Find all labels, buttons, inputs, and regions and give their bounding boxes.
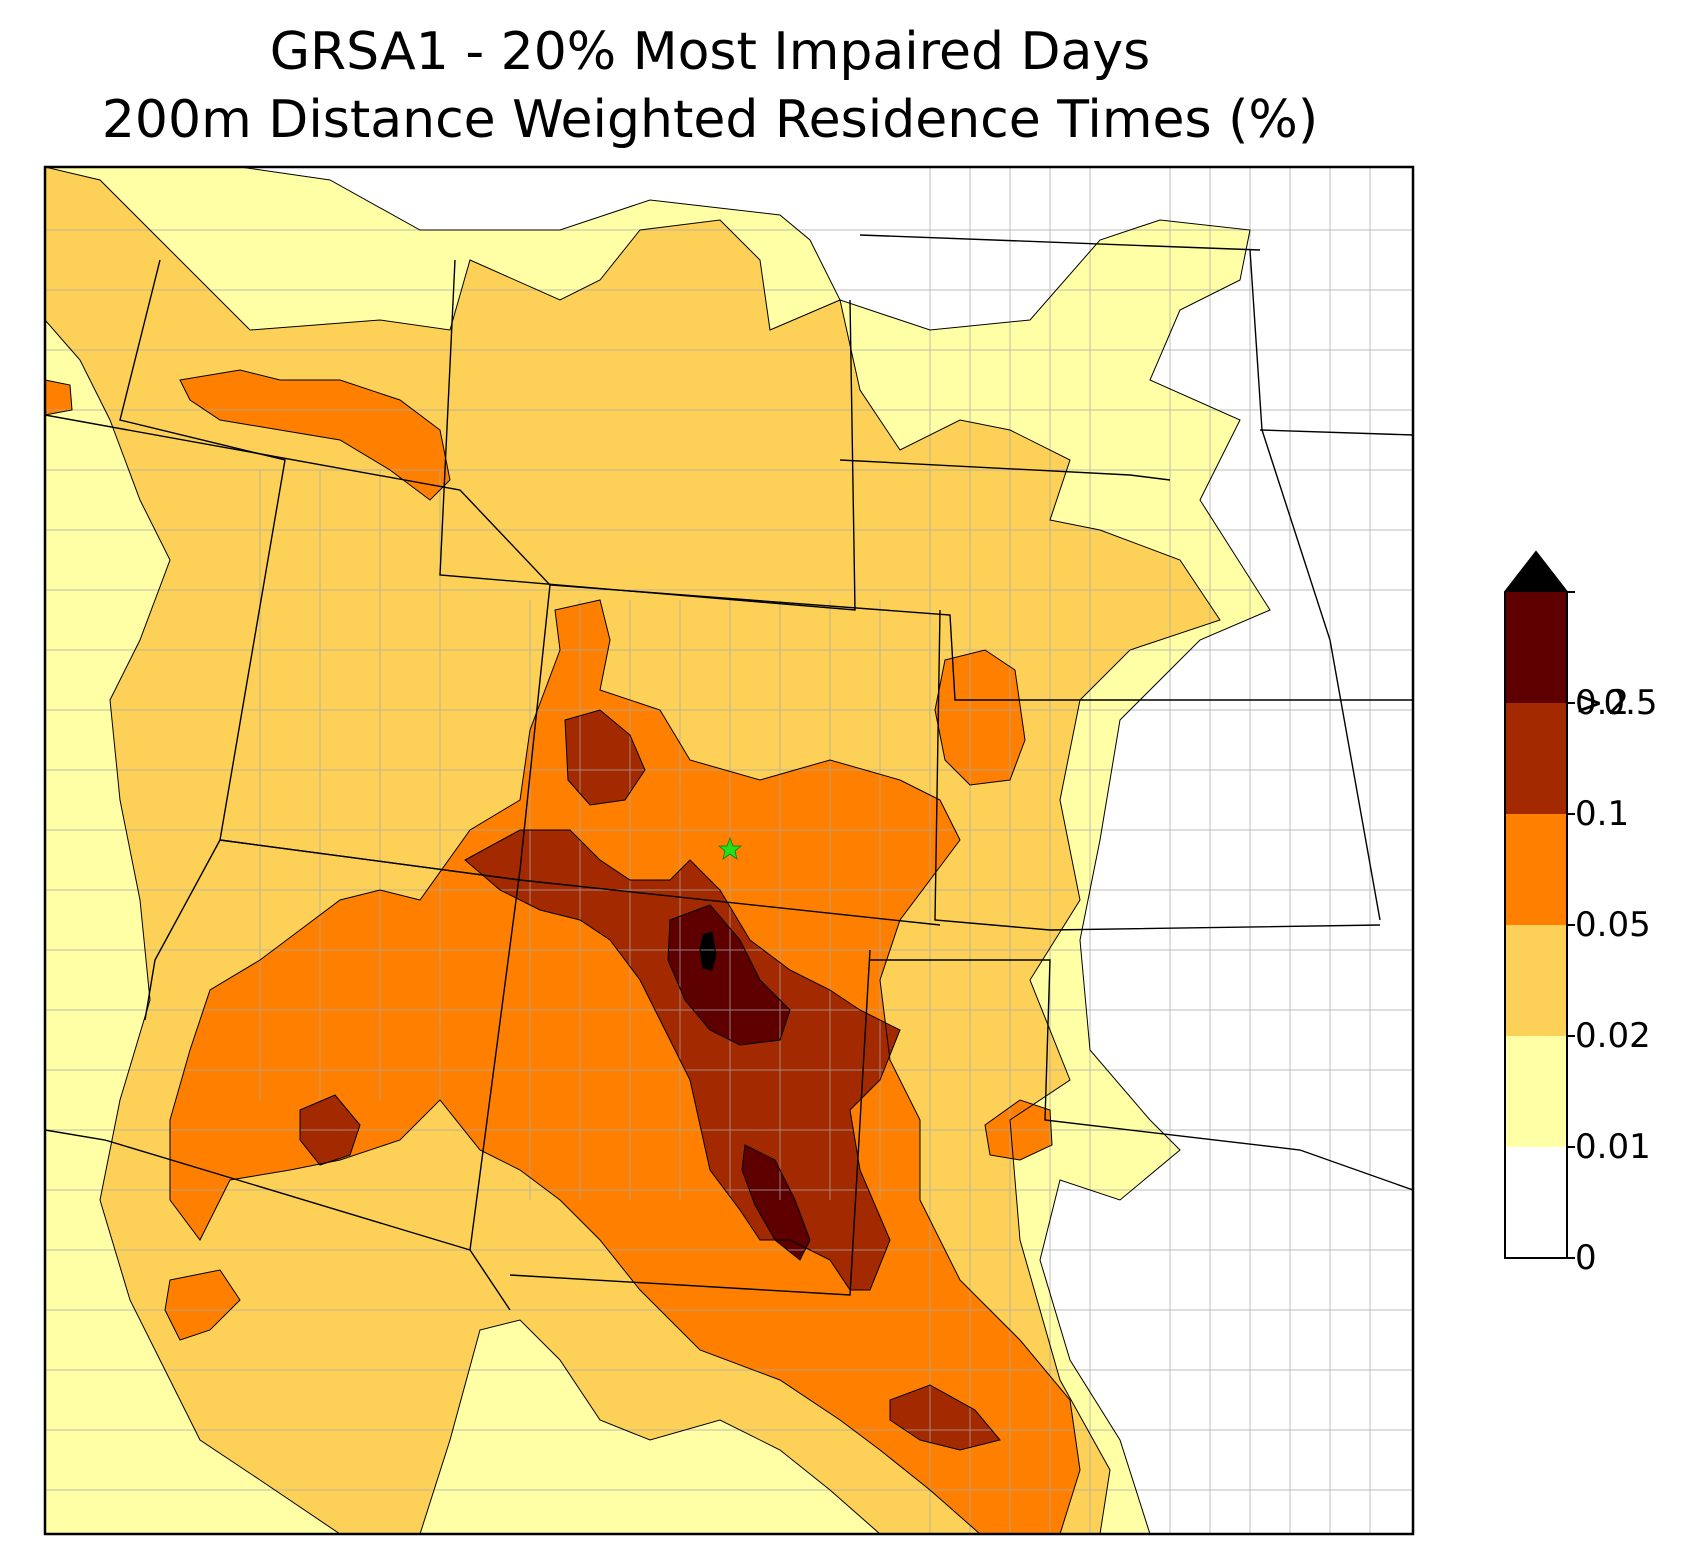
contour-line [45, 167, 1221, 1534]
contour-line [741, 1144, 811, 1261]
contour-band-0.1 [565, 710, 645, 805]
colorbar-tick-label: 0.01 [1575, 1127, 1651, 1167]
colorbar-tick-label: 0 [1575, 1238, 1597, 1278]
contour-outlines [45, 167, 1271, 1534]
contour-band-over-0.5 [700, 932, 716, 970]
colorbar-segment [1505, 703, 1567, 814]
contour-line [667, 904, 791, 1046]
contour-line [564, 709, 646, 806]
county-lines [45, 167, 1413, 1534]
colorbar-tick-label: 0.05 [1575, 905, 1651, 945]
contour-line [889, 1384, 1001, 1451]
colorbar-extend-arrow [1505, 552, 1567, 592]
state-boundaries [45, 234, 1413, 1311]
map-frame [43, 165, 1415, 1536]
contour-line [934, 649, 1026, 786]
contour-band-0.05 [180, 370, 450, 500]
contour-band-0.05 [165, 1270, 240, 1340]
colorbar-frame [1504, 550, 1568, 1259]
colorbar-segment [1505, 592, 1567, 703]
map-area [45, 167, 1413, 1534]
contour-band-0.1 [465, 830, 900, 1290]
contour-band-0.05 [935, 650, 1025, 785]
colorbar-segment [1505, 925, 1567, 1036]
contour-line [164, 1269, 241, 1341]
contour-line [169, 599, 1081, 1534]
colorbar [1504, 550, 1575, 1259]
contour-line [984, 1099, 1053, 1161]
star-icon [717, 836, 743, 860]
colorbar-tick-label: 0.2 [1575, 683, 1630, 723]
map-title-line-1: GRSA1 - 20% Most Impaired Days [269, 22, 1151, 82]
contour-band-0.05 [45, 380, 72, 415]
contour-band-0.05 [170, 600, 1080, 1534]
colorbar-segment [1505, 1147, 1567, 1258]
contour-line [45, 167, 1271, 1534]
contour-line [299, 1094, 361, 1166]
contour-line [699, 931, 717, 971]
colorbar-tick-label: 0.1 [1575, 794, 1630, 834]
colorbar-segment [1505, 814, 1567, 925]
contour-line [464, 829, 901, 1291]
colorbar-tick-label: >0.5 [1575, 683, 1658, 723]
colorbar-segment [1505, 1036, 1567, 1147]
contour-line [45, 379, 73, 416]
contour-line [179, 369, 451, 501]
contour-band-0.2 [742, 1145, 810, 1260]
colorbar-tick-label: 0.02 [1575, 1016, 1651, 1056]
contour-band-0.1 [890, 1385, 1000, 1450]
map-title-line-2: 200m Distance Weighted Residence Times (… [101, 90, 1319, 150]
